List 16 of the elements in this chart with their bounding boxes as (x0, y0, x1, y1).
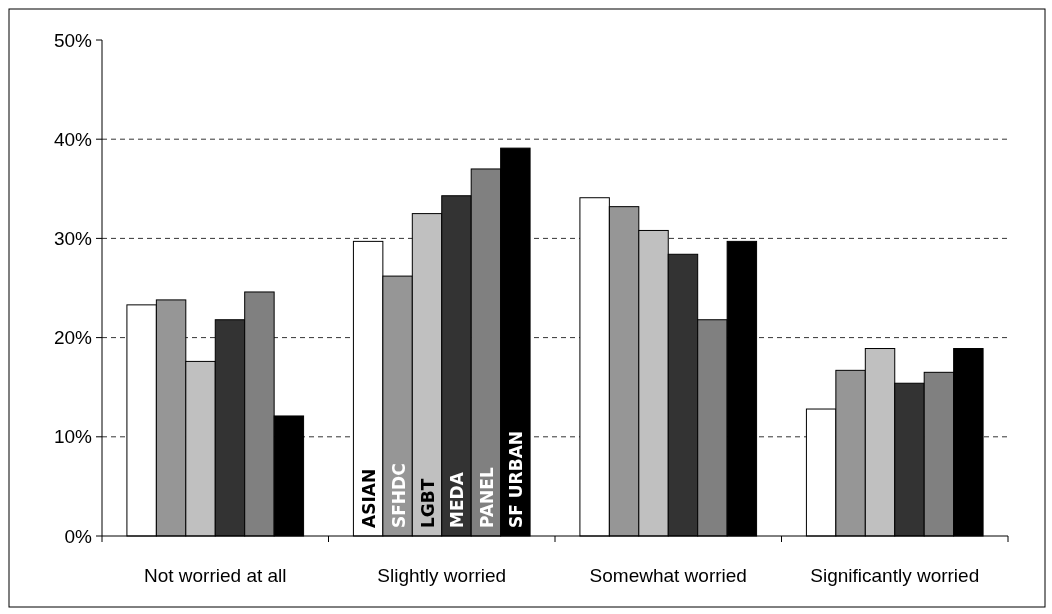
series-label: SF URBAN (506, 430, 527, 528)
x-tick-label: Somewhat worried (589, 565, 747, 586)
series-label: SFHDC (388, 463, 409, 528)
series-label: ASIAN (359, 468, 380, 528)
y-tick-label: 10% (53, 426, 93, 448)
series-label: LGBT (418, 478, 439, 528)
x-tick-label: Significantly worried (810, 565, 980, 586)
y-tick-label: 20% (53, 327, 93, 349)
y-tick-label: 30% (53, 228, 93, 250)
x-tick-label: Not worried at all (143, 565, 287, 586)
y-tick-label: 0% (64, 525, 93, 547)
series-label: MEDA (447, 471, 468, 528)
series-label: PANEL (476, 467, 497, 528)
y-tick-label: 50% (53, 29, 93, 51)
x-tick-label: Slightly worried (377, 565, 507, 586)
y-tick-label: 40% (53, 128, 93, 150)
